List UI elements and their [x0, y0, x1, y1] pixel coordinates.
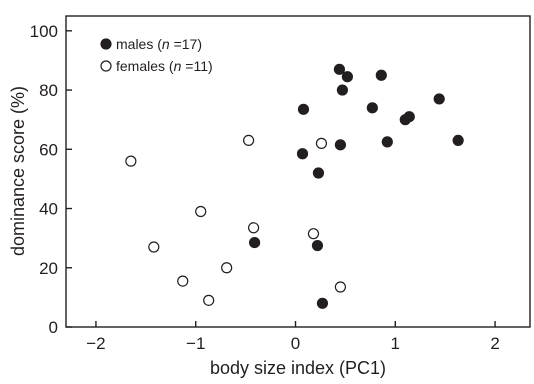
- male-data-point: [452, 134, 464, 146]
- male-data-point: [312, 167, 325, 179]
- male-data-point: [433, 93, 445, 105]
- legend-label-part: =17): [170, 36, 202, 52]
- female-data-point: [247, 222, 260, 234]
- x-axis-ticks: −2 −1 0 1 2: [86, 321, 500, 353]
- y-axis-ticks: 0 20 40 60 80 100: [30, 22, 72, 337]
- data-points-layer: [125, 63, 464, 309]
- x-tick-label: −1: [186, 334, 205, 353]
- x-tick-label: 2: [490, 334, 499, 353]
- legend-male-marker: [100, 38, 112, 50]
- male-data-point: [296, 148, 309, 160]
- female-data-point: [243, 134, 255, 146]
- y-axis-label: dominance score (%): [8, 86, 28, 256]
- male-data-point: [399, 114, 411, 126]
- female-data-point: [125, 155, 137, 167]
- male-data-point: [375, 69, 387, 81]
- legend-label-part: males (: [116, 36, 162, 52]
- female-data-point: [195, 205, 207, 218]
- y-tick-label: 0: [49, 318, 58, 337]
- legend: males (n =17)females (n =11): [100, 36, 213, 74]
- female-data-point: [315, 137, 328, 149]
- female-data-point: [177, 275, 189, 287]
- legend-label-part: females (: [116, 58, 174, 74]
- male-data-point: [248, 236, 261, 249]
- female-data-point: [307, 228, 320, 240]
- female-data-point: [203, 294, 215, 306]
- y-tick-label: 60: [39, 140, 58, 159]
- x-tick-label: −2: [86, 334, 105, 353]
- y-tick-label: 40: [39, 200, 58, 219]
- plot-frame: [65, 15, 531, 328]
- legend-label-part: =11): [181, 58, 212, 74]
- female-data-point: [221, 262, 233, 274]
- legend-female-marker: [100, 60, 112, 72]
- male-data-point: [381, 136, 393, 148]
- legend-n-italic: n: [174, 58, 182, 74]
- female-data-point: [148, 241, 160, 253]
- male-data-point: [366, 102, 378, 114]
- male-data-point: [336, 84, 349, 96]
- male-data-point: [316, 297, 329, 309]
- legend-n-italic: n: [162, 36, 170, 52]
- y-tick-label: 20: [39, 259, 58, 278]
- female-data-point: [334, 281, 347, 293]
- legend-male-label: males (n =17): [116, 36, 202, 52]
- male-data-point: [341, 71, 353, 83]
- x-tick-label: 0: [291, 334, 300, 353]
- x-tick-label: 1: [391, 334, 400, 353]
- male-data-point: [334, 139, 347, 151]
- legend-female-label: females (n =11): [116, 58, 213, 74]
- y-tick-label: 80: [39, 81, 58, 100]
- y-tick-label: 100: [30, 22, 58, 41]
- male-data-point: [311, 239, 324, 252]
- male-data-point: [333, 63, 346, 75]
- x-axis-label: body size index (PC1): [210, 358, 386, 378]
- male-data-point: [297, 103, 310, 115]
